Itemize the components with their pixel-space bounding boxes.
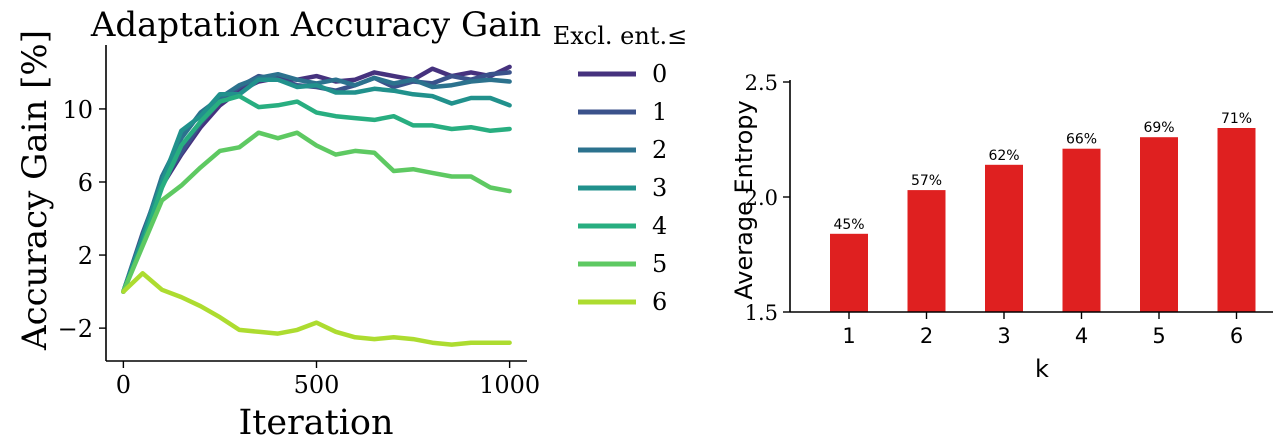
line-chart-x-tick-label: 1000 [479, 371, 540, 399]
legend-label: 3 [652, 174, 667, 202]
bar-data-label: 71% [1221, 111, 1252, 127]
legend-title: Excl. ent.≤ [553, 22, 687, 50]
bar-chart-y-tick-label: 2.0 [745, 186, 778, 210]
legend-entry-5: 5 [578, 250, 667, 278]
line-series-6 [121, 271, 512, 347]
line-series-0 [121, 64, 512, 294]
legend-entry-1: 1 [578, 98, 667, 126]
bar-chart-y-axis-label: Average Entropy [730, 100, 758, 299]
legend-entry-6: 6 [578, 288, 667, 316]
bar-chart-plot-area: 45% 57% 62% 66% 69% 71% [830, 111, 1256, 312]
bar-chart-y-tick-label: 2.5 [745, 71, 778, 95]
line-chart-y-tick-label: −2 [58, 315, 93, 343]
line-chart-x-tick-label: 0 [116, 371, 131, 399]
line-chart-legend: Excl. ent.≤ 0 1 2 3 4 5 6 [553, 22, 687, 316]
bar-chart-panel: 45% 57% 62% 66% 69% 71% 1 2 3 4 5 6 1.5 2.0 2.5 k Av… [730, 71, 1273, 383]
line-chart-y-axis-label: Accuracy Gain [%] [15, 30, 55, 351]
legend-label: 5 [652, 250, 667, 278]
bar-data-label: 66% [1066, 132, 1097, 148]
bar-chart-x-ticks: 1 2 3 4 5 6 [842, 312, 1243, 348]
line-series-4 [121, 93, 512, 294]
legend-entries: 0 1 2 3 4 5 6 [578, 60, 667, 316]
bar-chart-x-tick-label: 6 [1230, 324, 1243, 348]
legend-label: 0 [652, 60, 667, 88]
line-series-5 [121, 130, 512, 294]
bar-chart-y-tick-label: 1.5 [745, 301, 778, 325]
bar-data-label: 62% [988, 148, 1019, 164]
bar-k-5 [1140, 137, 1178, 312]
legend-entry-2: 2 [578, 136, 667, 164]
bar-k-1 [830, 233, 868, 312]
bar-chart-x-tick-label: 3 [997, 324, 1010, 348]
line-chart-x-tick-label: 500 [294, 371, 340, 399]
line-chart-y-tick-label: 10 [62, 96, 93, 124]
bar-k-3 [985, 164, 1023, 312]
bar-data-label: 69% [1143, 120, 1174, 136]
bar-chart-x-tick-label: 1 [842, 324, 855, 348]
bar-k-4 [1062, 148, 1101, 312]
line-chart-y-tick-label: 6 [78, 169, 93, 197]
legend-entry-3: 3 [578, 174, 667, 202]
line-chart-panel: Adaptation Accuracy Gain 0 500 1000 −2 2 6 10… [15, 5, 541, 439]
legend-label: 1 [652, 98, 667, 126]
bar-chart-x-axis-label: k [1035, 355, 1049, 383]
legend-label: 4 [652, 212, 667, 240]
line-chart-plot-area [121, 64, 512, 347]
line-chart-y-ticks: −2 2 6 10 [58, 96, 106, 343]
line-chart-y-tick-label: 2 [78, 242, 93, 270]
bar-chart-x-tick-label: 2 [920, 324, 933, 348]
bar-chart-x-tick-label: 5 [1152, 324, 1165, 348]
legend-label: 2 [652, 136, 667, 164]
line-chart-x-ticks: 0 500 1000 [116, 361, 540, 399]
line-chart-title: Adaptation Accuracy Gain [90, 5, 541, 45]
bar-data-label: 57% [911, 173, 942, 189]
line-chart-x-axis-label: Iteration [238, 403, 393, 439]
legend-label: 6 [652, 288, 667, 316]
bar-k-2 [907, 190, 946, 312]
line-series-3 [121, 77, 512, 294]
legend-entry-4: 4 [578, 212, 667, 240]
bar-chart-y-ticks: 1.5 2.0 2.5 [745, 71, 790, 325]
legend-entry-0: 0 [578, 60, 667, 88]
bar-data-label: 45% [833, 217, 864, 233]
bar-k-6 [1217, 128, 1256, 312]
bar-chart-x-tick-label: 4 [1075, 324, 1088, 348]
